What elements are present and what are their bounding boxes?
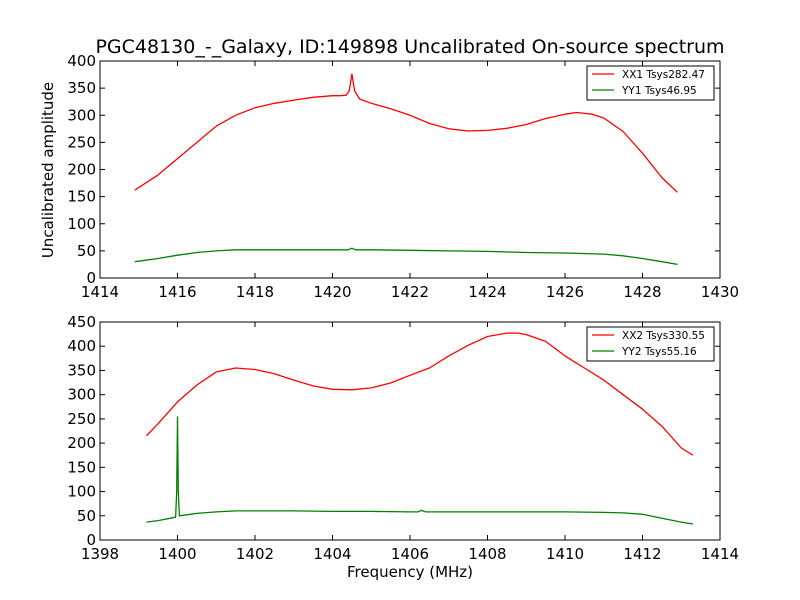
- top-y-tick-label: 50: [77, 242, 96, 260]
- bottom-x-tick-label: 1406: [391, 545, 429, 563]
- bottom-y-tick-label: 100: [67, 483, 96, 501]
- top-y-tick-label: 250: [67, 133, 96, 151]
- top-x-tick-label: 1416: [158, 283, 196, 301]
- bottom-y-tick-label: 350: [67, 361, 96, 379]
- top-x-tick-label: 1424: [468, 283, 506, 301]
- top-ticks-layer: 1414 1416 1418 1420 1422 1424 1426 1428 1430 0 50 1…: [67, 52, 739, 301]
- bottom-legend: XX2 Tsys330.55 YY2 Tsys55.16: [586, 326, 715, 362]
- bottom-y-tick-label: 200: [67, 434, 96, 452]
- bottom-y-tick-label: 250: [67, 410, 96, 428]
- bottom-x-tick-label: 1402: [236, 545, 274, 563]
- legend-label-yy1: YY1 Tsys46.95: [621, 85, 697, 97]
- top-series-layer: [134, 73, 678, 266]
- bottom-x-tick-label: 1400: [158, 545, 196, 563]
- top-legend: XX1 Tsys282.47 YY1 Tsys46.95: [586, 65, 715, 101]
- top-spectrum-panel: 1414 1416 1418 1420 1422 1424 1426 1428 1430 0 50 1…: [39, 52, 739, 301]
- top-x-tick-label: 1422: [391, 283, 429, 301]
- top-y-tick-label: 300: [67, 106, 96, 124]
- bottom-series-line-xx2: [146, 332, 694, 456]
- bottom-y-tick-label: 150: [67, 458, 96, 476]
- bottom-x-tick-label: 1408: [468, 545, 506, 563]
- bottom-y-tick-label: 0: [86, 531, 96, 549]
- bottom-series-line-yy2: [146, 416, 694, 525]
- top-y-tick-label: 350: [67, 79, 96, 97]
- top-y-axis-label: Uncalibrated amplitude: [39, 82, 57, 258]
- top-series-line-yy1: [134, 247, 678, 266]
- bottom-x-tick-label: 1414: [701, 545, 739, 563]
- top-y-tick-label: 100: [67, 215, 96, 233]
- bottom-ticks-layer: 1398 1400 1402 1404 1406 1408 1410 1412 1414 0 50 1…: [67, 313, 739, 563]
- top-x-tick-label: 1426: [546, 283, 584, 301]
- bottom-y-tick-label: 450: [67, 313, 96, 331]
- top-y-tick-label: 150: [67, 188, 96, 206]
- bottom-y-tick-label: 400: [67, 337, 96, 355]
- bottom-series-layer: [146, 332, 694, 525]
- x-axis-label: Frequency (MHz): [347, 563, 473, 581]
- figure-title: PGC48130_-_Galaxy, ID:149898 Uncalibrate…: [95, 36, 724, 58]
- top-x-tick-label: 1414: [81, 283, 119, 301]
- top-x-tick-label: 1430: [701, 283, 739, 301]
- bottom-legend-box: [586, 326, 715, 362]
- top-series-line-xx1: [134, 73, 678, 193]
- bottom-y-tick-label: 300: [67, 386, 96, 404]
- top-y-tick-label: 400: [67, 52, 96, 70]
- bottom-x-tick-label: 1398: [81, 545, 119, 563]
- top-y-tick-label: 200: [67, 161, 96, 179]
- bottom-y-tick-label: 50: [77, 507, 96, 525]
- legend-label-yy2: YY2 Tsys55.16: [621, 346, 697, 358]
- top-y-tick-label: 0: [86, 269, 96, 287]
- top-x-tick-label: 1428: [623, 283, 661, 301]
- legend-label-xx1: XX1 Tsys282.47: [622, 69, 705, 81]
- bottom-x-tick-label: 1404: [313, 545, 351, 563]
- top-x-tick-label: 1418: [236, 283, 274, 301]
- legend-label-xx2: XX2 Tsys330.55: [622, 330, 705, 342]
- bottom-x-tick-label: 1412: [623, 545, 661, 563]
- top-x-tick-label: 1420: [313, 283, 351, 301]
- top-legend-box: [586, 65, 715, 101]
- bottom-x-tick-label: 1410: [546, 545, 584, 563]
- bottom-spectrum-panel: 1398 1400 1402 1404 1406 1408 1410 1412 1414 0 50 1…: [67, 313, 739, 581]
